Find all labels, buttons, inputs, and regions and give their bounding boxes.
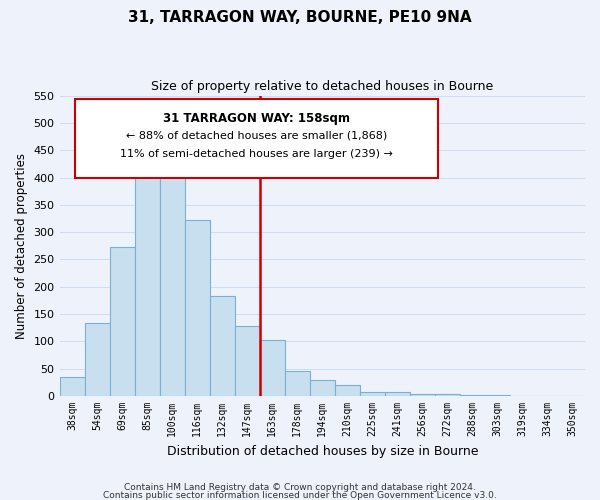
Bar [360, 392, 385, 396]
Bar [110, 247, 134, 396]
Bar [310, 380, 335, 396]
Bar [134, 160, 160, 396]
Bar [485, 395, 510, 396]
Text: 31 TARRAGON WAY: 158sqm: 31 TARRAGON WAY: 158sqm [163, 112, 350, 125]
Bar [59, 377, 85, 396]
Bar [285, 371, 310, 396]
Text: Contains HM Land Registry data © Crown copyright and database right 2024.: Contains HM Land Registry data © Crown c… [124, 484, 476, 492]
FancyBboxPatch shape [76, 98, 438, 178]
Y-axis label: Number of detached properties: Number of detached properties [15, 153, 28, 339]
Bar [85, 324, 110, 396]
Title: Size of property relative to detached houses in Bourne: Size of property relative to detached ho… [151, 80, 493, 93]
Bar [260, 340, 285, 396]
Bar [410, 394, 435, 396]
Bar [385, 392, 410, 396]
Bar [209, 296, 235, 396]
Text: ← 88% of detached houses are smaller (1,868): ← 88% of detached houses are smaller (1,… [126, 130, 387, 140]
Text: Contains public sector information licensed under the Open Government Licence v3: Contains public sector information licen… [103, 490, 497, 500]
Bar [435, 394, 460, 396]
Bar [235, 326, 260, 396]
Bar [335, 385, 360, 396]
Bar [160, 175, 185, 396]
Bar [460, 395, 485, 396]
X-axis label: Distribution of detached houses by size in Bourne: Distribution of detached houses by size … [167, 444, 478, 458]
Bar [185, 220, 209, 396]
Text: 11% of semi-detached houses are larger (239) →: 11% of semi-detached houses are larger (… [120, 149, 393, 159]
Text: 31, TARRAGON WAY, BOURNE, PE10 9NA: 31, TARRAGON WAY, BOURNE, PE10 9NA [128, 10, 472, 25]
